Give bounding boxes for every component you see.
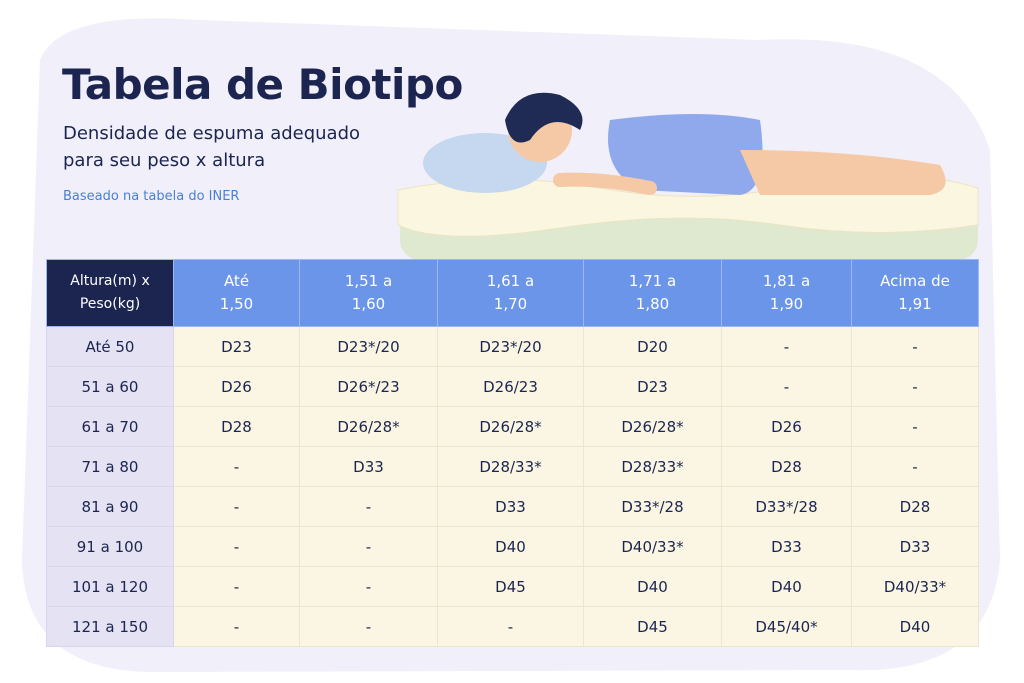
table-cell: D33*/28 — [721, 486, 852, 527]
table-cell: D23 — [583, 366, 722, 407]
subtitle: Densidade de espuma adequado — [63, 123, 361, 144]
subtitle: para seu peso x altura — [63, 150, 266, 171]
table-cell: D40 — [437, 526, 584, 567]
table-cell: - — [173, 526, 300, 567]
row-header: 101 a 120 — [46, 566, 174, 607]
table-cell: D40 — [851, 606, 979, 647]
header-line: Até — [223, 272, 250, 290]
header-line: 1,90 — [769, 295, 804, 313]
table-cell: - — [851, 326, 979, 367]
table-cell: - — [721, 326, 852, 367]
table-cell: D26/28* — [583, 406, 722, 447]
table-cell: D26/28* — [299, 406, 438, 447]
row-header: 51 a 60 — [46, 366, 174, 407]
table-cell: D23 — [173, 326, 300, 367]
table-cell: D28/33* — [437, 446, 584, 487]
table-row: 121 a 150- - - D45 D45/40* D40 — [46, 606, 979, 647]
table-row: 91 a 100- - D40 D40/33* D33 D33 — [46, 526, 979, 567]
table-cell: - — [173, 486, 300, 527]
table-cell: - — [851, 366, 979, 407]
header-line: 1,60 — [351, 295, 386, 313]
table-cell: D40 — [721, 566, 852, 607]
table-cell: D28 — [851, 486, 979, 527]
table-cell: D28/33* — [583, 446, 722, 487]
header-line: 1,71 a — [628, 272, 677, 290]
table-cell: D40 — [583, 566, 722, 607]
row-header: 121 a 150 — [46, 606, 174, 647]
table-cell: - — [299, 606, 438, 647]
table-cell: D28 — [173, 406, 300, 447]
table-cell: - — [173, 606, 300, 647]
header-line: Altura(m) x — [70, 273, 150, 289]
header-line: 1,80 — [635, 295, 670, 313]
table-cell: D20 — [583, 326, 722, 367]
header-line: Peso(kg) — [79, 296, 141, 312]
table-cell: D45 — [583, 606, 722, 647]
header-row: Altura(m) x Peso(kg) Até 1,50 1,51 a 1,60 1,61… — [46, 259, 979, 327]
table-cell: D23*/20 — [299, 326, 438, 367]
header-line: 1,81 a — [762, 272, 811, 290]
table-cell: D33 — [299, 446, 438, 487]
row-header: 61 a 70 — [46, 406, 174, 447]
table-cell: D40/33* — [851, 566, 979, 607]
table-cell: D33 — [437, 486, 584, 527]
table-row: 61 a 70 D28 D26/28* D26/28* D26/28* D26- — [46, 406, 979, 447]
header-line: 1,61 a — [486, 272, 535, 290]
column-header: 1,51 a 1,60 — [299, 259, 438, 327]
table-cell: D33 — [721, 526, 852, 567]
table-row: Até 50 D23 D23*/20 D23*/20 D20- - — [46, 326, 979, 367]
table-cell: D40/33* — [583, 526, 722, 567]
header-line: 1,70 — [493, 295, 528, 313]
table-cell: D26*/23 — [299, 366, 438, 407]
source-note: Baseado na tabela do INER — [63, 189, 240, 204]
header-line: 1,91 — [898, 295, 932, 313]
table-cell: D26 — [173, 366, 300, 407]
table-cell: D33 — [851, 526, 979, 567]
table-cell: - — [437, 606, 584, 647]
table-cell: - — [851, 446, 979, 487]
table-cell: - — [173, 446, 300, 487]
row-header: 71 a 80 — [46, 446, 174, 487]
header-line: Acima de — [880, 272, 950, 290]
table-row: 51 a 60 D26 D26*/23 D26/23 D23- - — [46, 366, 979, 407]
row-header: 81 a 90 — [46, 486, 174, 527]
header-line: 1,50 — [219, 295, 254, 313]
column-header: 1,81 a 1,90 — [721, 259, 852, 327]
column-header: 1,71 a 1,80 — [583, 259, 722, 327]
header-line: 1,51 a — [344, 272, 393, 290]
title: Tabela de Biotipo — [62, 60, 463, 109]
table-cell: D23*/20 — [437, 326, 584, 367]
table-row: 71 a 80- D33 D28/33* D28/33* D28- — [46, 446, 979, 487]
table-cell: D26/23 — [437, 366, 584, 407]
table-cell: - — [721, 366, 852, 407]
table-cell: D45/40* — [721, 606, 852, 647]
table-row: 81 a 90- - D33 D33*/28 D33*/28 D28 — [46, 486, 979, 527]
row-header: Até 50 — [46, 326, 174, 367]
table-row: 101 a 120- - D45 D40 D40 D40/33* — [46, 566, 979, 607]
table-cell: - — [299, 526, 438, 567]
table-cell: - — [299, 566, 438, 607]
column-header: Acima de 1,91 — [851, 259, 979, 327]
column-header: 1,61 a 1,70 — [437, 259, 584, 327]
density-table: Altura(m) x Peso(kg) Até 1,50 1,51 a 1,60 1,61… — [46, 259, 979, 647]
table-cell: D26 — [721, 406, 852, 447]
table-cell: D33*/28 — [583, 486, 722, 527]
column-header: Até 1,50 — [173, 259, 300, 327]
table-cell: - — [299, 486, 438, 527]
column-header: Altura(m) x Peso(kg) — [46, 259, 174, 327]
table-cell: D26/28* — [437, 406, 584, 447]
table-cell: - — [851, 406, 979, 447]
table-cell: D28 — [721, 446, 852, 487]
table-cell: D45 — [437, 566, 584, 607]
table-cell: - — [173, 566, 300, 607]
row-header: 91 a 100 — [46, 526, 174, 567]
